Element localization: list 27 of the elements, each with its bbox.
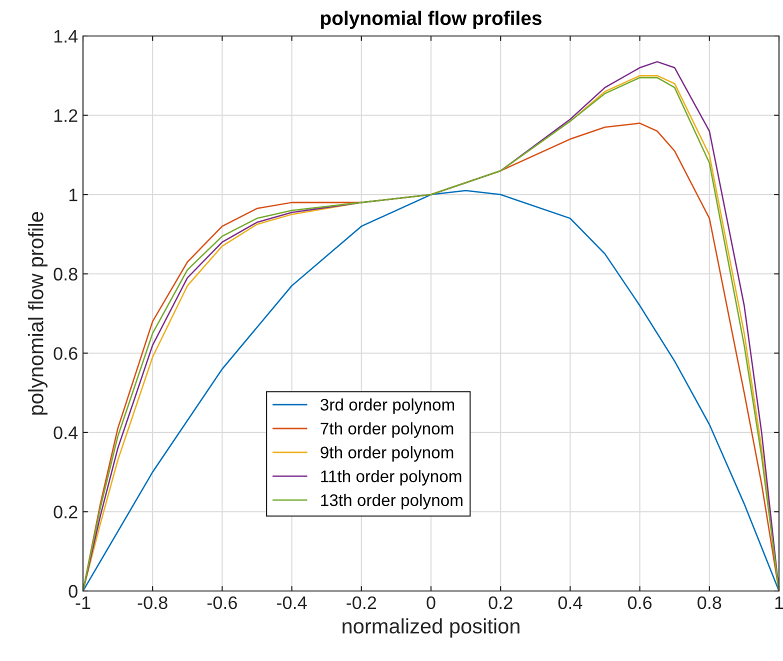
y-tick-label: 1.2 bbox=[54, 109, 78, 122]
x-axis-title: normalized position bbox=[342, 618, 520, 638]
legend-label: 11th order polynom bbox=[321, 470, 462, 486]
x-tick-label: 0 bbox=[426, 596, 436, 610]
y-tick-label: 0.8 bbox=[54, 268, 78, 281]
x-tick-label: -0.2 bbox=[346, 596, 376, 610]
x-tick-label: -0.4 bbox=[277, 596, 307, 610]
y-tick-label: 0.2 bbox=[54, 506, 78, 518]
x-tick-label: -0.6 bbox=[207, 596, 237, 610]
x-tick-label: 0.4 bbox=[558, 596, 582, 610]
x-tick-label: -0.8 bbox=[138, 596, 168, 610]
y-tick-label: 1.4 bbox=[54, 30, 78, 43]
x-tick-label: 0.6 bbox=[628, 596, 652, 610]
legend-label: 13th order polynom bbox=[321, 494, 462, 510]
legend-label: 3rd order polynom bbox=[320, 398, 454, 414]
y-tick-label: 0.6 bbox=[54, 347, 78, 360]
x-tick-label: 1 bbox=[775, 596, 783, 609]
x-tick-label: 0.2 bbox=[488, 596, 512, 610]
y-tick-label: 0 bbox=[68, 584, 78, 598]
legend-label: 9th order polynom bbox=[320, 446, 454, 462]
y-tick-label: 0.4 bbox=[54, 426, 78, 440]
y-tick-label: 1 bbox=[69, 188, 78, 202]
chart-title: polynomial flow profiles bbox=[321, 10, 542, 29]
legend-label: 7th order polynom bbox=[320, 422, 454, 438]
x-tick-label: 0.8 bbox=[698, 596, 722, 610]
x-tick-label: -1 bbox=[76, 596, 90, 609]
y-axis-title: polynomial flow profile bbox=[28, 212, 48, 415]
